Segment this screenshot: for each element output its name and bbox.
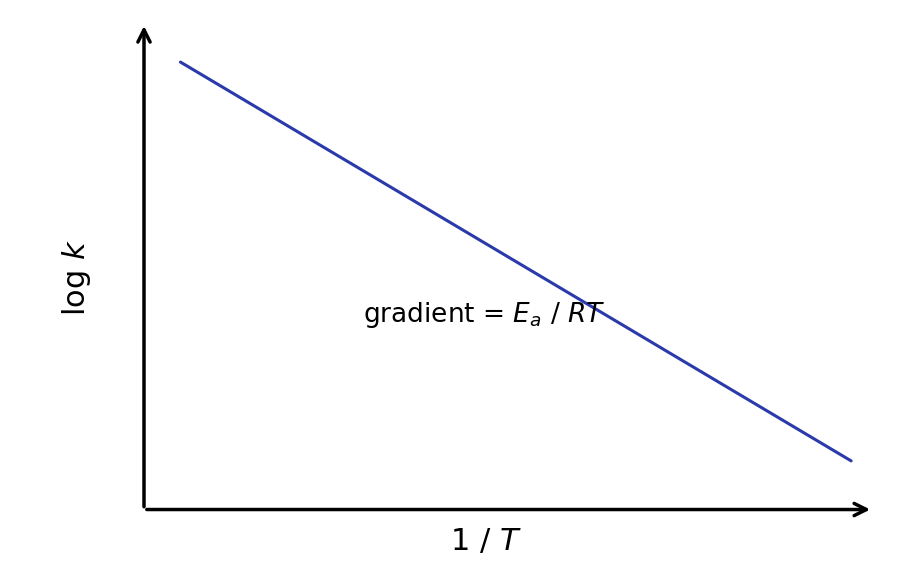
Text: log $k$: log $k$ — [60, 240, 93, 316]
Text: gradient = $E_a$ / $RT$: gradient = $E_a$ / $RT$ — [363, 300, 605, 330]
Text: $1$ / $T$: $1$ / $T$ — [450, 527, 522, 556]
